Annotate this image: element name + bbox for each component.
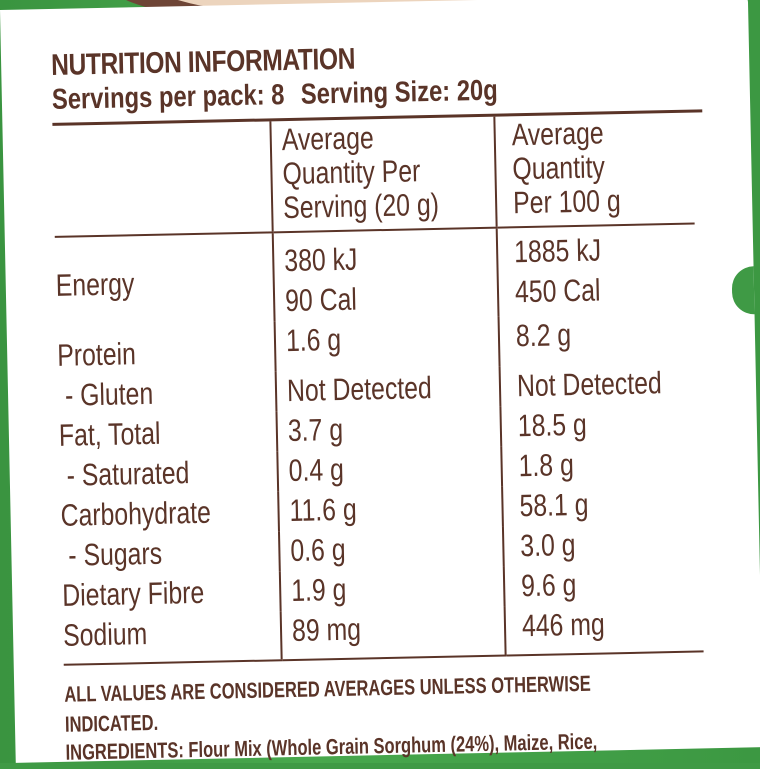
header-per-100g-line: Per 100 g: [512, 183, 622, 221]
table-header-row: Average Quantity Per Serving (20 g) Aver…: [52, 112, 695, 237]
carbohydrate-per-100g: 58.1 g: [519, 486, 589, 524]
row-label-fat-total: Fat, Total: [58, 415, 161, 453]
gluten-per-serving: Not Detected: [286, 370, 432, 409]
gluten-per-100g: Not Detected: [516, 365, 663, 404]
fat-total-per-serving: 3.7 g: [287, 411, 344, 449]
header-per-100g-line: Average: [511, 115, 605, 153]
saturated-per-serving: 0.4 g: [288, 451, 344, 489]
protein-per-100g: 8.2 g: [515, 317, 572, 354]
energy-per-100g-kj: 1885 kJ: [513, 232, 602, 270]
dietary-fibre-per-serving: 1.9 g: [290, 571, 347, 609]
nutrition-table: Average Quantity Per Serving (20 g) Aver…: [52, 112, 704, 666]
header-per-serving: Average Quantity Per Serving (20 g): [270, 116, 497, 233]
dietary-fibre-per-100g: 9.6 g: [520, 567, 577, 604]
averages-footnote: ALL VALUES ARE CONSIDERED AVERAGES UNLES…: [64, 666, 725, 740]
row-label-carbohydrate: Carbohydrate: [60, 494, 212, 533]
panel-edge-notch: [731, 266, 755, 315]
carbohydrate-per-serving: 11.6 g: [288, 491, 357, 529]
protein-per-serving: 1.6 g: [285, 321, 342, 359]
header-per-100g: Average Quantity Per 100 g: [494, 112, 695, 228]
row-label-sugars: - Sugars: [61, 535, 163, 573]
energy-per-100g-cal: 450 Cal: [514, 272, 601, 310]
header-per-serving-line: Average: [281, 120, 374, 158]
nutrition-content: NUTRITION INFORMATION Servings per pack:…: [51, 35, 716, 767]
header-per-serving-line: Serving (20 g): [282, 186, 440, 226]
header-per-100g-line: Quantity: [512, 149, 606, 187]
serving-size: Serving Size: 20g: [300, 74, 499, 111]
table-row: Energy 380 kJ 90 Cal 1885 kJ 450 Cal: [55, 223, 697, 325]
row-label-saturated: - Saturated: [59, 455, 190, 493]
sugars-per-serving: 0.6 g: [289, 531, 346, 569]
sugars-per-100g: 3.0 g: [520, 527, 576, 564]
sodium-per-100g: 446 mg: [521, 606, 606, 644]
servings-per-pack: Servings per pack: 8: [51, 79, 285, 116]
row-label-sodium: Sodium: [62, 616, 148, 653]
fat-total-per-100g: 18.5 g: [517, 406, 588, 444]
header-label-cell: [52, 121, 273, 237]
energy-per-serving-kj: 380 kJ: [283, 241, 358, 279]
row-label-energy: Energy: [55, 266, 135, 303]
row-label-dietary-fibre: Dietary Fibre: [61, 574, 205, 613]
energy-per-serving-cal: 90 Cal: [284, 281, 357, 319]
row-label-gluten: - Gluten: [57, 375, 154, 413]
header-per-serving-line: Quantity Per: [281, 153, 421, 192]
saturated-per-100g: 1.8 g: [518, 447, 575, 484]
sodium-per-serving: 89 mg: [291, 611, 362, 649]
row-label-protein: Protein: [56, 336, 137, 373]
